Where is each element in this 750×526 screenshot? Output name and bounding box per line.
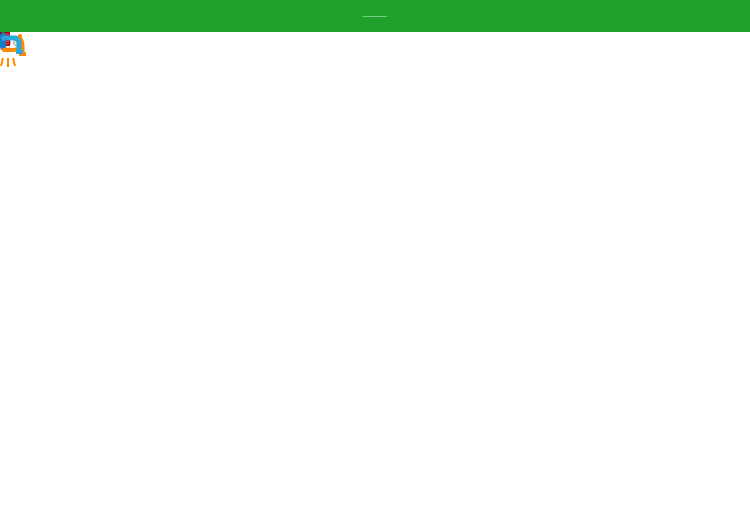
pipes-svg: [0, 32, 750, 512]
banner-subtitle: [363, 16, 387, 19]
banner: [0, 0, 750, 32]
faucet-cold-icon: [0, 32, 26, 58]
diagram-stage: [0, 32, 750, 512]
floor-heating-coil-icon: [0, 32, 300, 182]
